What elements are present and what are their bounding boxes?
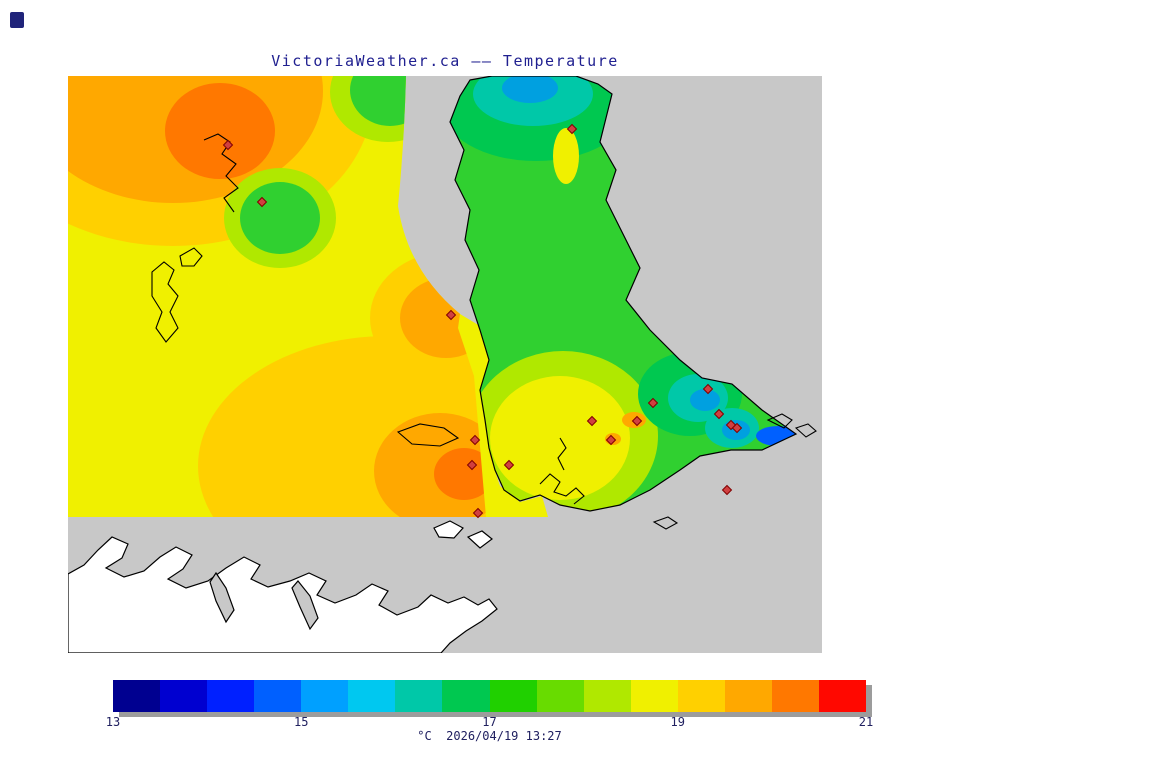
- temperature-colorbar: [113, 680, 866, 712]
- station-marker: [445, 309, 457, 321]
- colorbar-tick-labels: 13 15 17 19 21: [106, 715, 873, 730]
- station-marker: [631, 415, 643, 427]
- colorbar-segment: [395, 680, 443, 712]
- station-marker: [222, 139, 234, 151]
- offshore-island-east-1: [766, 413, 793, 429]
- colorbar-tick-label: 15: [294, 715, 309, 729]
- station-marker: [503, 459, 515, 471]
- colorbar-segment: [301, 680, 349, 712]
- station-marker: [466, 459, 478, 471]
- harbour-squiggle: [539, 473, 585, 505]
- warm-streak-peninsula: [553, 128, 579, 184]
- colorbar-tick-label: 17: [482, 715, 497, 729]
- bay-inlet-1: [209, 571, 235, 624]
- island-in-orange-zone: [396, 423, 460, 447]
- station-marker: [702, 383, 714, 395]
- colorbar-tick-label: 13: [105, 715, 121, 729]
- colorbar-segment: [489, 680, 537, 712]
- offshore-island-south: [652, 516, 679, 530]
- white-island-2: [466, 530, 493, 549]
- station-marker: [586, 415, 598, 427]
- colorbar-segments: [113, 680, 866, 712]
- colorbar-segment: [254, 680, 302, 712]
- temperature-map: [68, 76, 822, 653]
- colorbar-segment: [536, 680, 584, 712]
- colorbar-tick-label: 21: [858, 715, 874, 729]
- colorbar-segment: [771, 680, 819, 712]
- northwest-coast-squiggle: [203, 133, 239, 213]
- station-marker: [731, 422, 743, 434]
- white-island-1: [433, 520, 464, 539]
- west-island-small: [179, 247, 203, 267]
- colorbar-segment: [348, 680, 396, 712]
- gorge-squiggle: [557, 437, 567, 471]
- inlet-water-field: [458, 314, 548, 517]
- station-marker: [721, 484, 733, 496]
- coastline-details: [151, 133, 817, 530]
- colorbar-segment: [724, 680, 772, 712]
- corner-artifact: [10, 12, 24, 28]
- colorbar-segment: [207, 680, 255, 712]
- station-marker: [713, 408, 725, 420]
- cold-core-peninsula-north: [502, 76, 558, 103]
- station-marker: [566, 123, 578, 135]
- map-title: VictoriaWeather.ca —— Temperature: [271, 52, 619, 70]
- station-marker: [472, 507, 484, 519]
- station-marker: [605, 434, 617, 446]
- colorbar-segment: [113, 680, 161, 712]
- station-marker: [256, 196, 268, 208]
- colorbar-segment: [442, 680, 490, 712]
- hot-spot-south: [434, 448, 494, 500]
- olympic-peninsula-land: [68, 536, 498, 653]
- colorbar-caption: °C 2026/04/19 13:27: [417, 729, 562, 743]
- outside-land: [68, 520, 498, 653]
- bay-inlet-2: [291, 580, 319, 631]
- colorbar-segment: [160, 680, 208, 712]
- colorbar-segment: [818, 680, 866, 712]
- hot-spot-northwest: [165, 83, 275, 179]
- cool-spot-west: [240, 182, 320, 254]
- cold-core-east-1: [690, 389, 720, 411]
- offshore-island-east-2: [794, 423, 817, 438]
- west-island-large: [151, 261, 179, 343]
- colorbar-segment: [630, 680, 678, 712]
- station-marker: [469, 434, 481, 446]
- colorbar-tick-label: 19: [670, 715, 685, 729]
- station-markers: [222, 123, 743, 519]
- colorbar-segment: [677, 680, 725, 712]
- colorbar-segment: [583, 680, 631, 712]
- station-marker: [647, 397, 659, 409]
